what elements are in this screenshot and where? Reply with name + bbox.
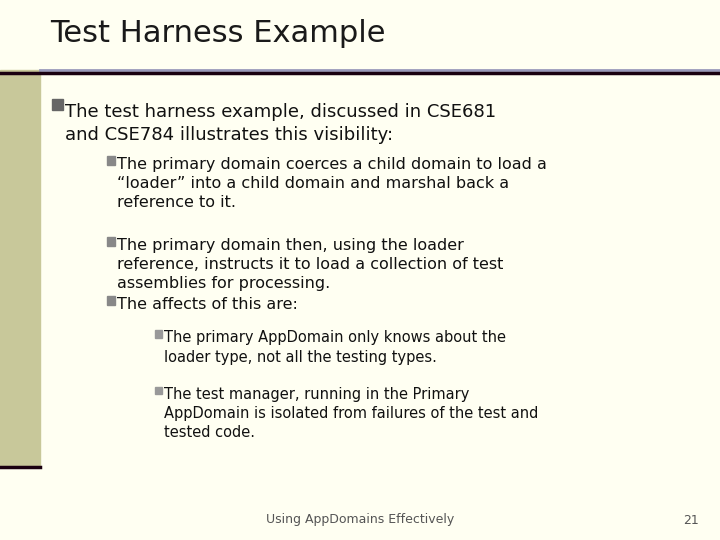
Bar	[155, 387, 162, 394]
Text: The primary AppDomain only knows about the
loader type, not all the testing type: The primary AppDomain only knows about t…	[164, 330, 506, 365]
Text: The primary domain coerces a child domain to load a
“loader” into a child domain: The primary domain coerces a child domai…	[117, 157, 546, 210]
Bar	[155, 330, 162, 338]
Bar	[52, 99, 63, 110]
Text: The test manager, running in the Primary
AppDomain is isolated from failures of : The test manager, running in the Primary…	[164, 387, 539, 440]
Text: 21: 21	[683, 514, 698, 526]
Text: The test harness example, discussed in CSE681
and CSE784 illustrates this visibi: The test harness example, discussed in C…	[65, 103, 496, 144]
Text: The affects of this are:: The affects of this are:	[117, 297, 297, 312]
Bar	[107, 237, 115, 246]
Bar	[107, 296, 115, 305]
Text: Using AppDomains Effectively: Using AppDomains Effectively	[266, 514, 454, 526]
Text: Test Harness Example: Test Harness Example	[50, 19, 386, 48]
Bar	[0, 70, 40, 467]
Text: The primary domain then, using the loader
reference, instructs it to load a coll: The primary domain then, using the loade…	[117, 238, 503, 291]
Bar	[107, 156, 115, 165]
